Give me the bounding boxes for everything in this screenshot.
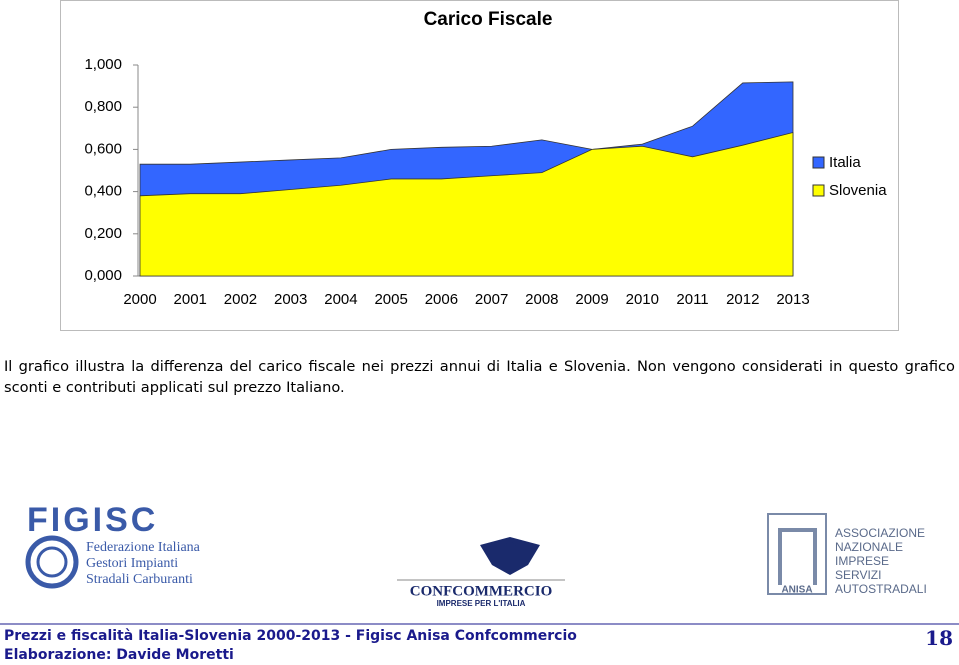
confcommercio-logo: CONFCOMMERCIO IMPRESE PER L'ITALIA	[397, 537, 565, 608]
logo-text: ANISA	[781, 585, 812, 596]
footer: Prezzi e fiscalità Italia-Slovenia 2000-…	[4, 627, 577, 665]
logo-text: AUTOSTRADALI	[835, 582, 927, 596]
logo-mark	[504, 542, 516, 554]
logo-mark	[767, 513, 827, 595]
x-tick-label: 2012	[726, 291, 759, 308]
x-tick-label: 2005	[374, 291, 407, 308]
logo-text: IMPRESE PER L'ITALIA	[437, 599, 526, 608]
y-tick-label: 0,400	[84, 183, 122, 200]
x-tick-label: 2002	[224, 291, 257, 308]
footer-title: Prezzi e fiscalità Italia-Slovenia 2000-…	[4, 628, 577, 644]
x-tick-label: 2006	[425, 291, 458, 308]
logo-mark	[778, 528, 817, 585]
logo-text: CONFCOMMERCIO	[410, 583, 553, 599]
x-tick-label: 2001	[174, 291, 207, 308]
anisa-logo: ANISA ASSOCIAZIONE NAZIONALE IMPRESE SER…	[767, 513, 927, 596]
logo-text: Federazione Italiana	[86, 540, 201, 555]
y-tick-label: 0,800	[84, 98, 122, 115]
x-tick-label: 2007	[475, 291, 508, 308]
x-tick-label: 2013	[776, 291, 809, 308]
chart-title: Carico Fiscale	[424, 9, 553, 30]
x-tick-label: 2010	[626, 291, 659, 308]
legend-swatch	[812, 156, 825, 169]
logo-text: FIGISC	[27, 501, 158, 539]
logo-mark	[480, 537, 540, 575]
x-tick-label: 2011	[676, 291, 708, 308]
y-tick-label: 1,000	[84, 56, 122, 73]
legend-label: Slovenia	[829, 182, 887, 199]
logo-text: Gestori Impianti	[86, 556, 178, 571]
x-tick-label: 2004	[324, 291, 357, 308]
x-tick-label: 2009	[575, 291, 608, 308]
page-number: 18	[925, 626, 953, 650]
area	[139, 132, 794, 277]
logo-text: IMPRESE	[835, 554, 889, 568]
caption: Il grafico illustra la differenza del ca…	[4, 358, 955, 396]
logo-text: SERVIZI	[835, 568, 881, 582]
logo-text: NAZIONALE	[835, 540, 903, 554]
logo-text: ASSOCIAZIONE	[835, 526, 925, 540]
x-tick-label: 2008	[525, 291, 558, 308]
y-tick-label: 0,200	[84, 225, 122, 242]
logo-text: Stradali Carburanti	[86, 572, 193, 587]
legend-label: Italia	[829, 154, 861, 171]
x-tick-label: 2000	[123, 291, 156, 308]
footer-author: Elaborazione: Davide Moretti	[4, 647, 234, 663]
logo-mark	[36, 546, 68, 578]
figisc-logo: FIGISC Federazione Italiana Gestori Impi…	[25, 501, 201, 589]
y-tick-label: 0,000	[84, 267, 122, 284]
logo-mark	[25, 535, 79, 589]
x-tick-label: 2003	[274, 291, 307, 308]
y-tick-label: 0,600	[84, 140, 122, 157]
legend-swatch	[812, 184, 825, 197]
